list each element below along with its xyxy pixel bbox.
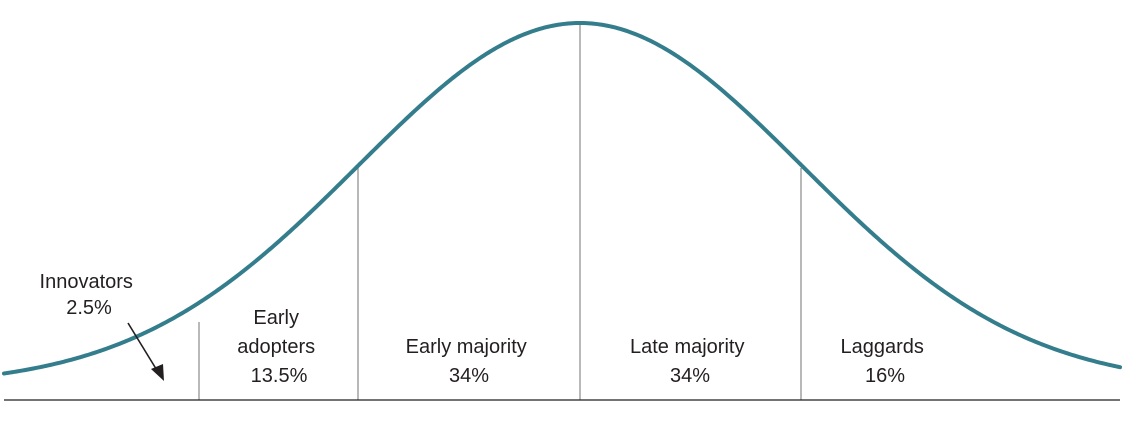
bell-curve bbox=[2, 21, 1122, 376]
label-innovators: Innovators 2.5% bbox=[40, 271, 139, 319]
label-laggards-line-1: Laggards bbox=[841, 336, 924, 358]
label-early-majority-line-1: Early majority bbox=[406, 336, 527, 358]
arrowhead-icon bbox=[151, 364, 164, 381]
label-early-majority-line-2: 34% bbox=[449, 365, 489, 387]
label-late-majority: Late majority 34% bbox=[630, 336, 750, 387]
label-laggards-line-2: 16% bbox=[865, 365, 905, 387]
label-innovators-line-2: 2.5% bbox=[66, 297, 112, 319]
label-innovators-line-1: Innovators bbox=[40, 271, 133, 293]
label-early-adopters-line-1: Early bbox=[253, 307, 299, 329]
label-late-majority-line-2: 34% bbox=[670, 365, 710, 387]
innovators-arrow bbox=[127, 322, 164, 381]
label-early-adopters-line-2: adopters bbox=[237, 336, 315, 358]
label-early-majority: Early majority 34% bbox=[406, 336, 533, 387]
label-early-adopters-line-3: 13.5% bbox=[251, 365, 308, 387]
label-early-adopters: Early adopters 13.5% bbox=[237, 307, 320, 387]
label-late-majority-line-1: Late majority bbox=[630, 336, 745, 358]
label-laggards: Laggards 16% bbox=[841, 336, 930, 387]
